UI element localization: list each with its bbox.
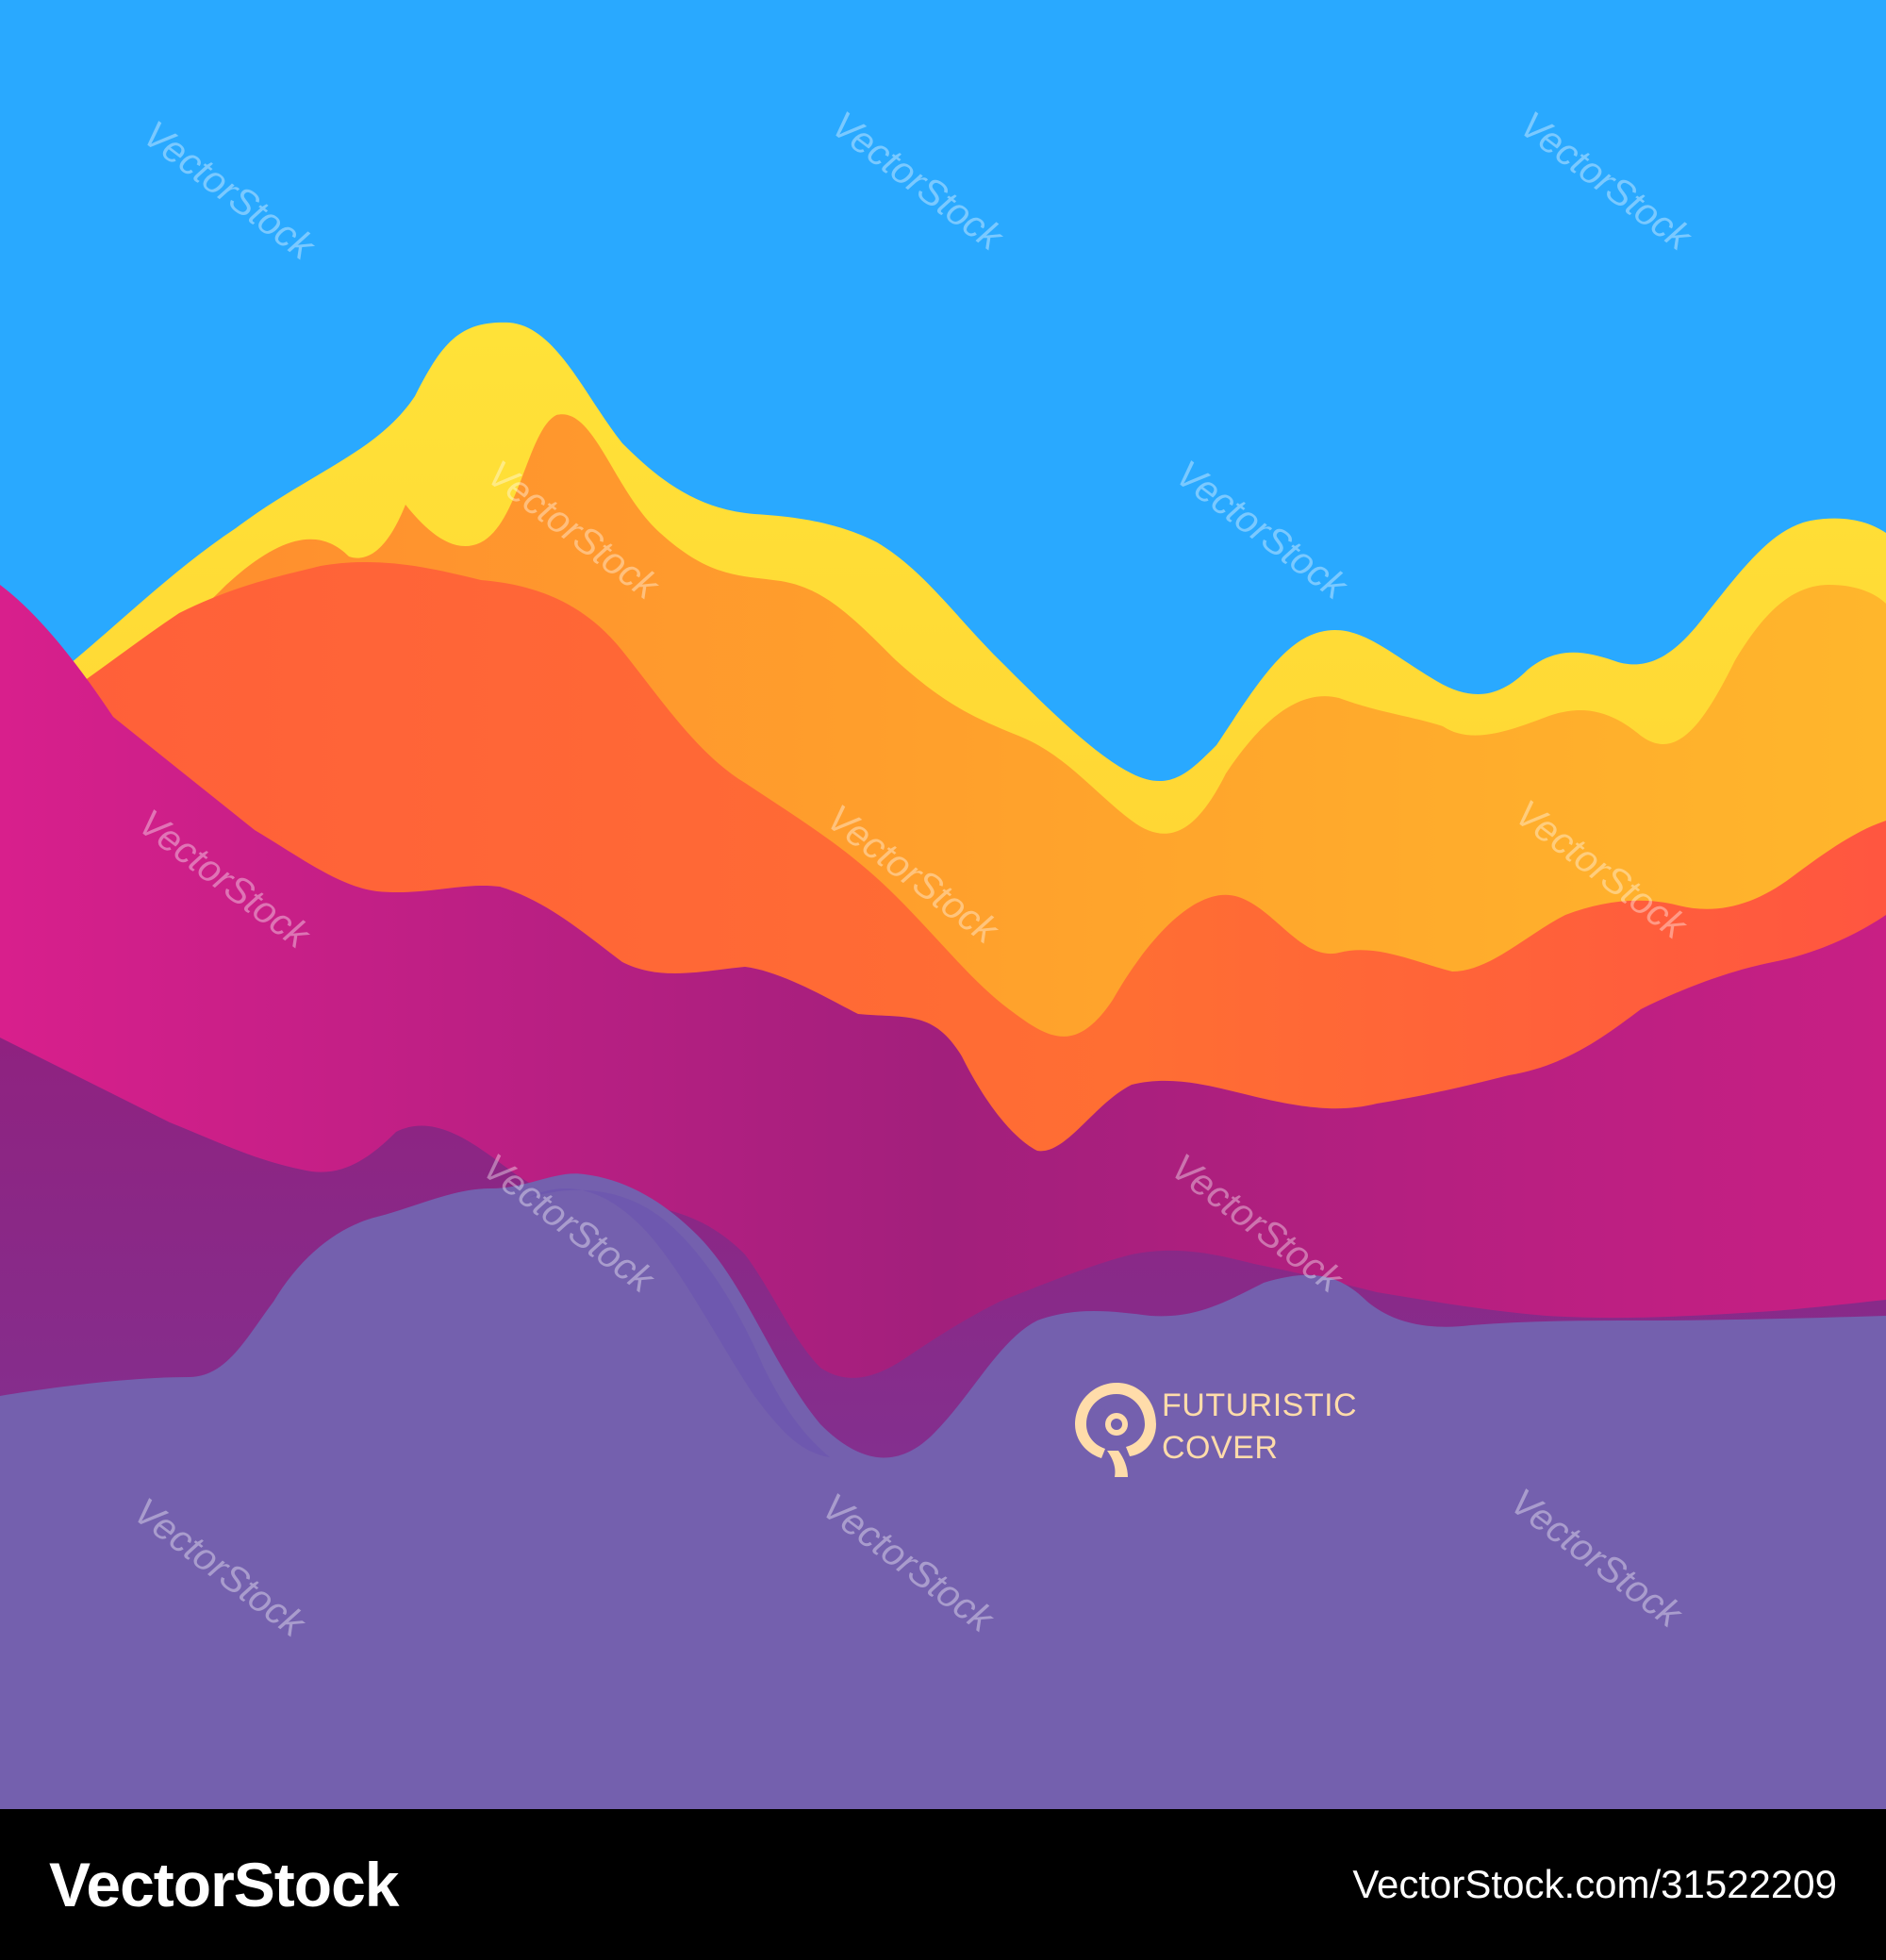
footer-bar: VectorStock VectorStock.com/31522209 <box>0 1809 1886 1960</box>
footer-logo: VectorStock <box>49 1850 399 1919</box>
nautilus-spiral-icon <box>1069 1375 1164 1479</box>
wave-layers <box>0 322 1886 1809</box>
cover-title-line1: FUTURISTIC <box>1162 1387 1358 1423</box>
cover-title-line2: COVER <box>1162 1430 1279 1466</box>
ground-shadow <box>528 1188 830 1457</box>
futuristic-wave-artwork <box>0 322 1886 1809</box>
footer-url: VectorStock.com/31522209 <box>1352 1862 1837 1906</box>
cover-title: FUTURISTIC COVER <box>1162 1385 1357 1470</box>
ground-layer <box>0 1173 1886 1809</box>
